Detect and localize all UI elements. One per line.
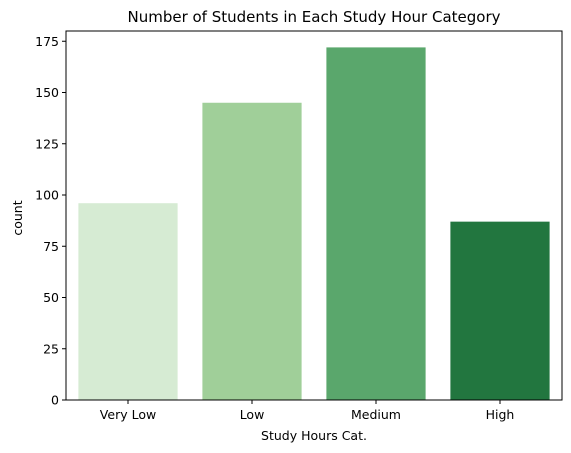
y-tick-label: 75 — [43, 239, 59, 254]
y-tick-label: 50 — [43, 290, 59, 305]
bar-medium — [326, 47, 426, 401]
bar-low — [202, 102, 302, 400]
y-axis-ticks: 0 25 50 75 100 125 150 175 — [35, 34, 66, 408]
bar-very-low — [78, 203, 178, 400]
plot-frame — [65, 30, 563, 401]
x-axis-ticks: Very Low Low Medium High — [100, 400, 515, 422]
y-tick-label: 175 — [35, 34, 59, 49]
y-axis-title: count — [10, 200, 25, 235]
x-tick-label: Medium — [351, 407, 401, 422]
bar-high — [450, 221, 550, 400]
y-tick-label: 150 — [35, 85, 59, 100]
y-tick-label: 0 — [51, 393, 59, 408]
bars-group — [78, 47, 550, 401]
x-tick-label: Low — [240, 407, 265, 422]
x-axis-title: Study Hours Cat. — [261, 428, 367, 443]
x-tick-label: High — [486, 407, 515, 422]
y-tick-label: 125 — [35, 136, 59, 151]
y-tick-label: 100 — [35, 188, 59, 203]
x-tick-label: Very Low — [100, 407, 156, 422]
chart-title: Number of Students in Each Study Hour Ca… — [127, 8, 500, 26]
y-tick-label: 25 — [43, 341, 59, 356]
